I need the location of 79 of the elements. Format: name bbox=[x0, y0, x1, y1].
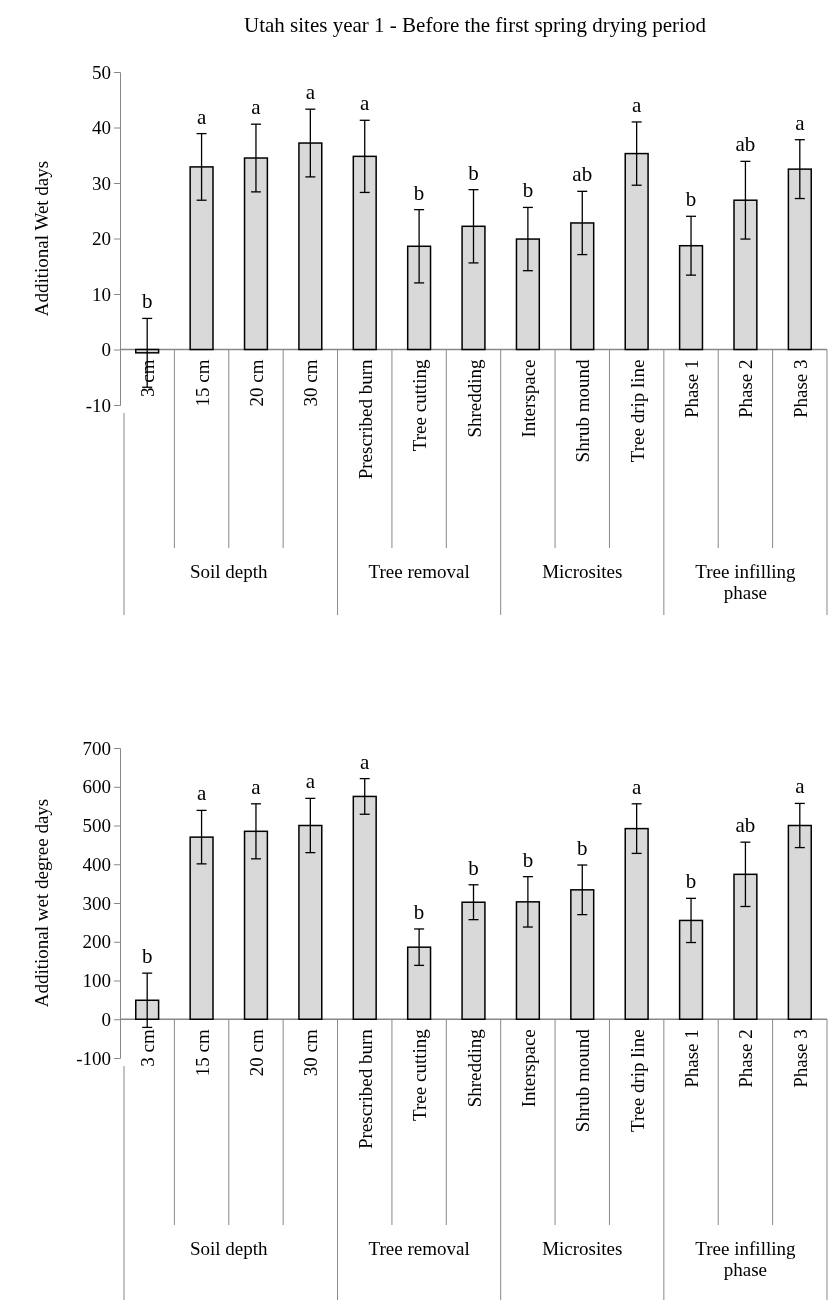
x-tick-label: Shrub mound bbox=[572, 1028, 594, 1133]
x-tick-label: 3 cm bbox=[137, 1029, 159, 1067]
y-tick-label: 400 bbox=[82, 853, 111, 875]
annotation: b bbox=[413, 899, 425, 924]
x-tick-label: 3 cm bbox=[137, 359, 159, 397]
x-tick-label: Tree cutting bbox=[409, 1028, 431, 1121]
x-tick-label: 30 cm bbox=[300, 359, 322, 407]
y-axis-title: Additional wet degree days bbox=[31, 798, 52, 1008]
x-tick-label: Interspace bbox=[517, 1029, 539, 1108]
x-tick-label: Phase 3 bbox=[789, 359, 811, 419]
y-tick-label: -100 bbox=[76, 1047, 111, 1069]
annotation: a bbox=[360, 91, 371, 116]
annotation: b bbox=[522, 178, 534, 203]
text: Tree infilling phase bbox=[695, 561, 796, 603]
y-tick-label: 50 bbox=[92, 61, 111, 83]
text: Tree removal bbox=[368, 1238, 470, 1259]
annotation: a bbox=[196, 104, 207, 129]
y-tick-label: 500 bbox=[82, 815, 111, 837]
annotation: b bbox=[522, 847, 534, 872]
x-tick-label: Interspace bbox=[517, 359, 539, 438]
x-tick-label: 20 cm bbox=[245, 1029, 267, 1077]
x-tick-label: Phase 2 bbox=[735, 1029, 757, 1088]
y-tick-label: 300 bbox=[82, 892, 111, 914]
y-tick-label: 0 bbox=[101, 339, 111, 361]
x-tick-label: Shrub mound bbox=[572, 359, 594, 463]
y-tick-label: 0 bbox=[101, 1008, 111, 1030]
annotation: b bbox=[685, 187, 697, 212]
x-tick-label: Phase 2 bbox=[735, 359, 757, 419]
y-tick-label: 30 bbox=[92, 172, 111, 194]
annotation: a bbox=[360, 749, 371, 774]
y-tick-label: 700 bbox=[82, 737, 111, 759]
annotation: a bbox=[251, 95, 262, 120]
x-tick-label: Phase 1 bbox=[681, 1029, 703, 1088]
annotation: a bbox=[631, 92, 642, 117]
x-tick-label: Tree cutting bbox=[409, 359, 431, 452]
annotation: b bbox=[468, 160, 479, 185]
y-tick-label: 10 bbox=[92, 283, 111, 305]
annotation: a bbox=[305, 769, 316, 794]
annotation: a bbox=[305, 80, 316, 105]
x-tick-label: Tree drip line bbox=[626, 1029, 648, 1132]
annotation: a bbox=[795, 110, 806, 135]
annotation: b bbox=[685, 869, 697, 894]
y-tick-label: -10 bbox=[85, 394, 111, 416]
y-tick-label: 100 bbox=[82, 970, 111, 992]
text: Tree infilling phase bbox=[695, 1238, 796, 1280]
y-axis-title: Additional Wet days bbox=[31, 160, 52, 317]
text: Soil depth bbox=[189, 1238, 268, 1259]
annotation: b bbox=[141, 289, 153, 314]
annotation: a bbox=[196, 781, 207, 806]
x-tick-label: Phase 1 bbox=[681, 359, 703, 419]
x-tick-label: Shredding bbox=[463, 359, 485, 438]
y-tick-label: 200 bbox=[82, 931, 111, 953]
text: Soil depth bbox=[189, 561, 268, 582]
chart-title: Utah sites year 1 - Before the first spring drying period bbox=[244, 13, 707, 37]
annotation: b bbox=[141, 944, 153, 969]
x-tick-label: Tree drip line bbox=[626, 359, 648, 463]
x-tick-label: Shredding bbox=[463, 1028, 485, 1108]
annotation: ab bbox=[735, 132, 756, 157]
x-tick-label: Prescribed burn bbox=[354, 1028, 376, 1150]
x-tick-label: Phase 3 bbox=[789, 1029, 811, 1088]
annotation: b bbox=[577, 836, 588, 861]
annotation: b bbox=[468, 855, 479, 880]
x-tick-label: 15 cm bbox=[191, 359, 213, 407]
x-tick-label: Prescribed burn bbox=[354, 359, 376, 480]
y-tick-label: 40 bbox=[92, 117, 111, 139]
text: Microsites bbox=[542, 1238, 623, 1259]
annotation: ab bbox=[572, 162, 593, 187]
text: Microsites bbox=[542, 561, 623, 582]
annotation: a bbox=[631, 774, 642, 799]
annotation: ab bbox=[735, 813, 756, 838]
annotation: b bbox=[413, 180, 425, 205]
annotation: a bbox=[795, 774, 806, 799]
y-tick-label: 600 bbox=[82, 776, 111, 798]
annotation: a bbox=[251, 774, 262, 799]
text: Tree removal bbox=[368, 561, 470, 582]
x-tick-label: 20 cm bbox=[245, 359, 267, 407]
y-tick-label: 20 bbox=[92, 228, 111, 250]
x-tick-label: 15 cm bbox=[191, 1029, 213, 1077]
x-tick-label: 30 cm bbox=[300, 1029, 322, 1077]
